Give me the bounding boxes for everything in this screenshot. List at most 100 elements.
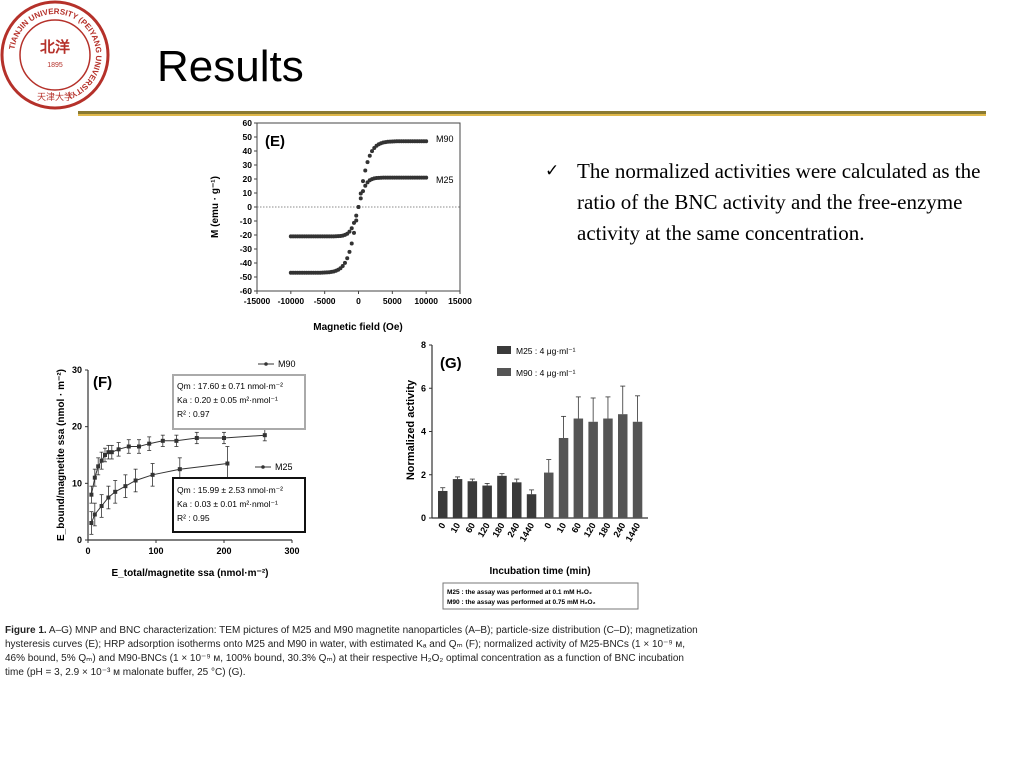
chart-e-ytick-label: 30 [243,160,253,170]
title-divider-dark [78,111,986,114]
chart-e-point-m90 [302,270,307,275]
chart-f-point-m25 [150,472,155,477]
chart-f-ylabel: E_bound/magnetite ssa (nmol · m⁻²) [56,369,67,541]
chart-e-point-m90 [419,139,424,144]
chart-e-point-m25 [329,234,334,239]
chart-f-ytick-label: 30 [72,365,82,375]
chart-f-point-m25 [225,461,230,466]
chart-e-point-m25 [336,234,341,239]
chart-g-xtick-label: 240 [505,521,521,539]
chart-e-point-m25 [331,234,336,239]
chart-e-point-m25 [417,175,422,180]
chart-f-ytick-label: 20 [72,422,82,432]
chart-e-point-m25 [383,175,388,180]
chart-e-point-m90 [295,270,300,275]
chart-e-xtick-label: -10000 [278,296,305,306]
chart-f-ytick-label: 0 [77,535,82,545]
chart-g-bar-m25 [452,479,463,518]
chart-g-ytick-label: 8 [421,340,426,350]
chart-e-point-m25 [338,233,343,238]
chart-f-point-m90 [174,438,179,443]
chart-e-point-m25 [302,234,307,239]
chart-e-point-m25 [306,234,311,239]
chart-e-point-m25 [399,175,404,180]
chart-e-point-m90 [381,140,386,145]
chart-f-legend-marker-m25 [261,465,265,469]
chart-e-point-m90 [340,264,345,269]
chart-g-bar-m25 [512,482,522,518]
chart-e-point-m25 [345,231,350,236]
chart-e-point-m90 [374,143,379,148]
chart-e-point-m90 [297,270,302,275]
chart-e-point-m90 [342,260,347,265]
chart-e-point-m25 [370,177,375,182]
chart-f-point-m90 [116,447,121,452]
chart-e-point-m25 [363,183,368,188]
chart-e-point-m25 [351,220,356,225]
chart-e-point-m90 [401,139,406,144]
chart-e-point-m90 [415,139,420,144]
chart-g-ytick-label: 4 [421,427,426,437]
chart-e-point-m90 [336,267,341,272]
chart-g-bar-m90 [588,421,598,518]
chart-g-bar-m90 [573,418,584,518]
chart-f-point-m25 [99,504,104,508]
chart-e-point-m25 [315,234,320,239]
chart-e-point-m25 [297,234,302,239]
chart-e-point-m90 [318,270,323,275]
chart-e-point-m25 [300,234,305,239]
chart-e-point-m25 [388,175,393,180]
chart-e-point-m90 [338,266,343,271]
chart-f-xtick-label: 100 [148,546,163,556]
chart-f-point-m25 [89,521,94,525]
chart-f-point-m25 [133,478,138,483]
logo-center-text: 北洋 [40,38,70,56]
chart-e-point-m25 [408,175,413,180]
chart-f-point-m90 [147,441,152,446]
chart-e-point-m25 [304,234,309,239]
chart-e-point-m90 [390,139,395,144]
chart-f-xlabel: E_total/magnetite ssa (nmol·m⁻²) [112,568,269,579]
chart-g-xtick-label: 60 [569,521,583,535]
chart-f-xtick-label: 200 [216,546,231,556]
chart-f-xtick-label: 0 [85,546,90,556]
chart-e-ytick-label: 10 [243,188,253,198]
chart-e-plot-frame [256,122,461,292]
chart-e-point-m25 [374,176,379,181]
chart-e-point-m25 [410,175,415,180]
chart-e-point-m90 [333,268,338,273]
chart-e-ytick-label: -20 [240,230,253,240]
chart-f-point-m90 [126,444,131,449]
chart-e-point-m25 [381,175,386,180]
chart-e-point-m25 [333,234,338,239]
chart-f-box-m25 [172,477,306,533]
chart-e-point-m90 [324,270,329,275]
chart-f-fit-curve-m25 [90,463,228,524]
chart-e-ytick-label: -60 [240,286,253,296]
title-divider-gold [78,114,986,116]
chart-e-point-m90 [329,269,334,274]
chart-e-point-m90 [417,139,422,144]
chart-e-point-m90 [394,139,399,144]
chart-e-ytick-label: -40 [240,258,253,268]
chart-f-fit-curve-m90 [90,434,265,495]
chart-e-point-m25 [358,196,363,201]
chart-e-xtick-label: 10000 [414,296,438,306]
chart-g-bar-m25 [497,475,507,518]
chart-e-xlabel: Magnetic field (Oe) [313,322,402,333]
check-mark-icon: ✓ [545,161,560,181]
chart-g-bar-m90 [632,421,643,518]
chart-g-notes-box [442,582,639,610]
chart-f-box-m25-ka: Ka : 0.03 ± 0.01 m²·nmol⁻¹ [177,499,278,509]
chart-e-ytick-label: -50 [240,272,253,282]
chart-e-point-m25 [293,234,298,239]
chart-f-box-m90 [172,374,306,430]
chart-f-point-m90 [89,492,94,497]
chart-f-point-m90 [96,464,101,469]
chart-e-ytick-label: 60 [243,118,253,128]
chart-e-point-m90 [399,139,404,144]
chart-e-point-m25 [322,234,327,239]
chart-f-point-m25 [92,512,97,517]
chart-e-ytick-label: -10 [240,216,253,226]
chart-e-point-m25 [394,175,399,180]
